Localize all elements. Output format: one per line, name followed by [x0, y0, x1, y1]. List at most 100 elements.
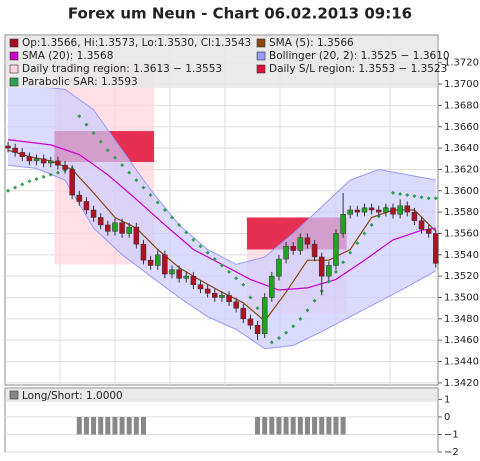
y-tick-label: 1: [444, 394, 450, 405]
sar-dot: [184, 230, 189, 235]
legend-swatch: [9, 38, 19, 48]
sar-dot: [155, 200, 160, 205]
candle-body: [219, 295, 225, 298]
candle-body: [105, 224, 111, 232]
candle-body: [276, 258, 282, 277]
candle-body: [190, 275, 197, 285]
candle-body: [233, 301, 239, 309]
bar: [133, 416, 139, 435]
candle-body: [347, 209, 353, 215]
y-tick-label: 0: [444, 412, 450, 423]
y-tick-label: 1.3560: [444, 228, 479, 239]
sar-dot: [355, 241, 360, 246]
sar-dot: [27, 179, 32, 184]
sar-dot: [412, 194, 417, 199]
candle-body: [126, 226, 132, 234]
legend-box: [6, 36, 437, 88]
sar-dot: [169, 215, 174, 220]
bar: [83, 416, 89, 435]
legend-swatch: [9, 390, 19, 400]
y-tick-label: 1.3520: [444, 271, 479, 282]
sar-dot: [219, 263, 224, 268]
candle-body: [247, 318, 254, 326]
sar-dot: [34, 177, 39, 182]
sar-dot: [241, 282, 246, 287]
candle-body: [261, 297, 268, 335]
sar-dot: [77, 114, 82, 119]
y-tick-label: 1.3720: [444, 58, 479, 69]
candle-body: [90, 209, 97, 218]
y-tick-label: 1.3620: [444, 164, 479, 175]
candle-body: [76, 194, 83, 202]
y-tick-label: 1.3540: [444, 250, 479, 261]
legend-label: Daily S/L region: 1.3553 − 1.3523: [269, 63, 447, 75]
bar: [297, 416, 303, 435]
sar-dot: [13, 185, 18, 190]
candle-body: [212, 292, 218, 298]
legend-label: Op:1.3566, Hi:1.3573, Lo:1.3530, Cl:1.35…: [22, 37, 251, 49]
candle-body: [5, 145, 11, 149]
y-tick-label: 1.3460: [444, 335, 479, 346]
candle-body: [26, 156, 33, 162]
candle-body: [326, 265, 332, 277]
sar-dot: [419, 195, 424, 200]
candle-body: [19, 152, 26, 157]
candle-body: [311, 243, 318, 258]
sar-dot: [369, 222, 374, 227]
candle-body: [112, 222, 118, 232]
sar-dot: [20, 182, 25, 187]
y-tick-label: 1.3640: [444, 143, 479, 154]
candle-body: [397, 205, 403, 215]
legend-swatch: [9, 64, 19, 74]
legend-swatch: [256, 38, 266, 48]
bar: [269, 416, 275, 435]
sar-dot: [112, 155, 117, 160]
candle-body: [226, 295, 232, 303]
candle-body: [12, 147, 18, 153]
candle-body: [318, 256, 325, 277]
candle-body: [119, 222, 125, 234]
bar: [112, 416, 118, 435]
legend-swatch: [256, 64, 266, 74]
sar-dot: [362, 231, 367, 236]
candle-body: [55, 160, 61, 166]
candle-body: [368, 207, 375, 211]
sar-dot: [433, 196, 438, 201]
sar-dot: [198, 244, 203, 249]
sar-dot: [398, 191, 403, 196]
candle-body: [154, 254, 161, 266]
candle-body: [418, 220, 425, 230]
candle-body: [340, 214, 346, 234]
legend-box: [6, 389, 437, 402]
sar-dot: [205, 250, 210, 255]
y-tick-label: 1.3480: [444, 314, 479, 325]
sar-dot: [98, 139, 103, 144]
candle-body: [176, 269, 182, 279]
y-tick-label: −2: [444, 447, 459, 457]
sar-dot: [127, 170, 132, 175]
sar-dot: [255, 306, 260, 311]
sar-dot: [284, 330, 289, 335]
y-tick-label: 1.3420: [444, 378, 479, 389]
sar-dot: [91, 131, 96, 136]
bar: [333, 416, 339, 435]
candle-body: [133, 226, 140, 245]
bar: [326, 416, 332, 435]
sar-dot: [341, 260, 346, 265]
sar-dot: [348, 250, 353, 255]
candle-body: [433, 233, 439, 264]
sar-dot: [6, 188, 10, 193]
candle-body: [169, 269, 175, 275]
legend-swatch: [256, 51, 266, 61]
candle-body: [290, 246, 296, 251]
sar-dot: [248, 295, 253, 300]
bar: [290, 416, 296, 435]
sar-dot: [269, 340, 274, 345]
bar: [312, 416, 318, 435]
y-tick-label: 1.3500: [444, 293, 479, 304]
legend-label: Daily trading region: 1.3613 − 1.3553: [22, 63, 222, 75]
candle-body: [425, 228, 432, 234]
legend-label: Bollinger (20, 2): 1.3525 − 1.3610: [269, 50, 450, 62]
candle-body: [283, 246, 289, 260]
